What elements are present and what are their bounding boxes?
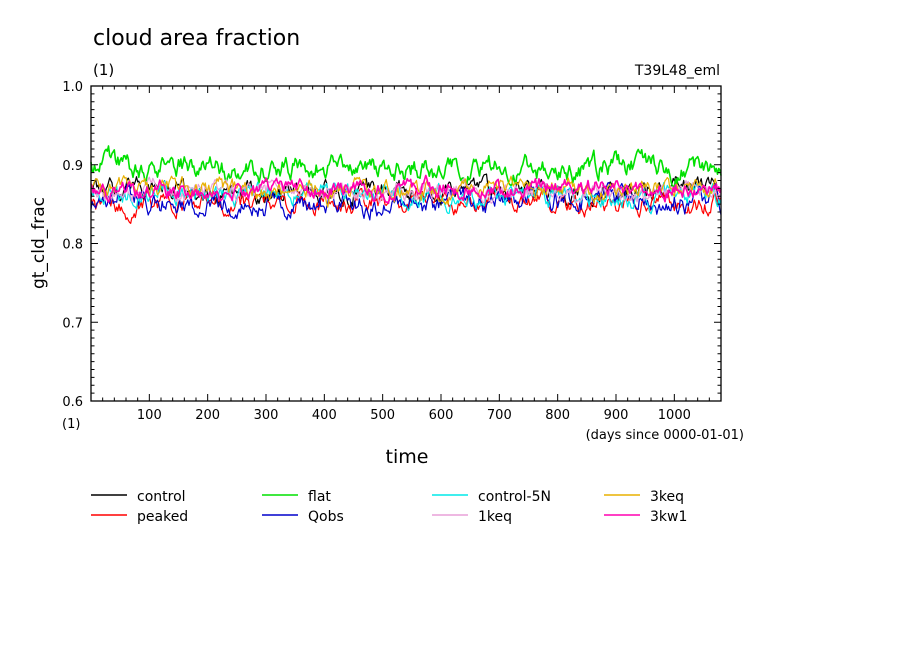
y-tick-label: 0.6	[62, 395, 83, 410]
x-tick-label: 200	[195, 408, 220, 423]
legend-label-qobs: Qobs	[308, 509, 344, 525]
x-tick-label: 400	[312, 408, 337, 423]
x-tick-label: 100	[137, 408, 162, 423]
legend-label-control: control	[137, 489, 186, 505]
y-tick-label: 1.0	[62, 80, 83, 95]
legend-label-flat: flat	[308, 489, 331, 505]
series-line-flat	[90, 145, 722, 188]
chart-subtitle: (1)	[93, 61, 114, 79]
series-layer	[90, 145, 722, 224]
y-axis-label: gt_cld_frac	[29, 197, 49, 289]
x-tick-label: 700	[487, 408, 512, 423]
x-axis-label: time	[386, 446, 429, 468]
tick-layer: 100 200 300 400 500 600 700 800 900 1000 0.6 0.7 0.8…	[62, 80, 721, 423]
legend-label-control-5n: control-5N	[478, 489, 551, 505]
series-line-qobs	[90, 181, 722, 221]
series-line-peaked	[90, 185, 722, 224]
plot-frame	[90, 85, 722, 402]
legend: control peaked flat Qobs control-5N 1keq 3keq 3…	[91, 489, 687, 525]
x-tick-label: 600	[429, 408, 454, 423]
series-line-3kw1	[90, 174, 722, 205]
legend-label-peaked: peaked	[137, 509, 188, 525]
x-tick-label: 500	[370, 408, 395, 423]
series-line-control-5n	[90, 180, 722, 215]
legend-label-1keq: 1keq	[478, 509, 512, 525]
x-units-label: (days since 0000-01-01)	[586, 428, 744, 443]
x-tick-label: 800	[545, 408, 570, 423]
y-tick-label: 0.7	[62, 316, 83, 331]
x-tick-label: 300	[254, 408, 279, 423]
legend-label-3kw1: 3kw1	[650, 509, 687, 525]
y-tick-label: 0.9	[62, 159, 83, 174]
x-tick-label: 900	[604, 408, 629, 423]
y-units-label: (1)	[62, 417, 80, 432]
legend-label-3keq: 3keq	[650, 489, 684, 505]
chart-title: cloud area fraction	[93, 26, 300, 51]
x-tick-label: 1000	[658, 408, 691, 423]
y-tick-label: 0.8	[62, 238, 83, 253]
series-line-3keq	[90, 175, 722, 208]
run-label: T39L48_eml	[634, 63, 720, 79]
